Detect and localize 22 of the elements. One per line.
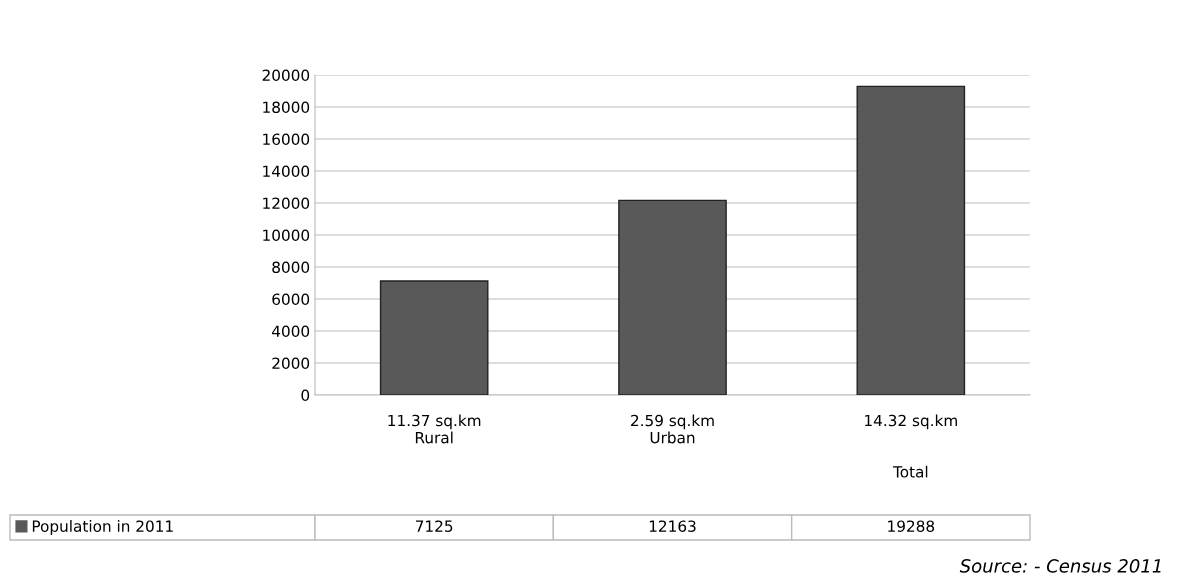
y-tick-label: 6000: [272, 293, 310, 306]
y-tick-label: 12000: [263, 197, 310, 210]
data-label: 7125: [415, 520, 453, 532]
y-tick-label: 18000: [263, 101, 310, 114]
bar: [856, 85, 966, 395]
y-tick-label: 10000: [263, 229, 310, 242]
bar: [618, 199, 727, 395]
x-tick-label: 2.59 sq.km Urban: [631, 414, 714, 444]
legend-label: Population in 2011: [32, 520, 173, 535]
source-note: Source: - Census 2011: [959, 559, 1161, 573]
data-label: 19288: [888, 520, 935, 532]
data-label: 12163: [649, 520, 696, 532]
category-label: 14.32 sq.km Total: [865, 414, 957, 478]
y-tick-label: 14000: [263, 165, 310, 178]
y-tick-label: 4000: [272, 325, 310, 338]
x-tick-label: 11.37 sq.km Rural: [388, 414, 481, 444]
y-tick-label: 8000: [272, 261, 310, 274]
y-tick-label: 2000: [272, 357, 310, 370]
bar: [379, 280, 489, 395]
y-tick-label: 16000: [263, 133, 310, 146]
y-tick-label: 0: [301, 389, 310, 402]
y-tick-label: 20000: [262, 69, 310, 82]
